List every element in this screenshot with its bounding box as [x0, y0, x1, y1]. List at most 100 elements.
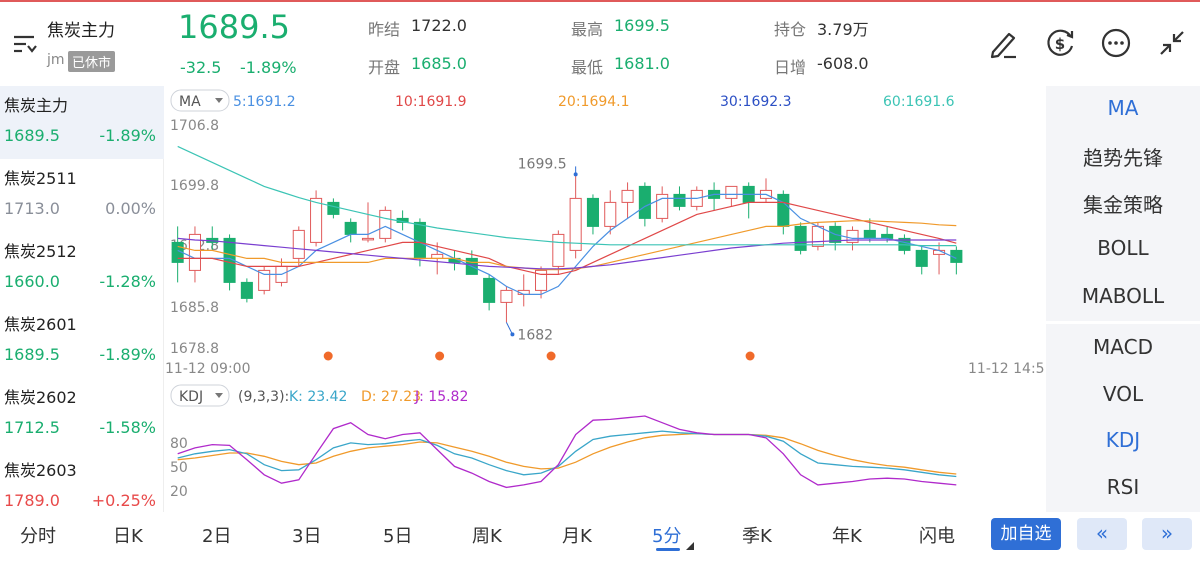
- high-price-label: 1699.5: [518, 156, 567, 172]
- kline-chart-area[interactable]: MA 5:1691.2 10:1691.9 20:1694.1 30:1692.…: [165, 86, 1053, 512]
- sort-menu-icon[interactable]: [12, 32, 38, 56]
- contract-price: 1689.5: [4, 345, 60, 364]
- stat-value-open-interest: 3.79万: [817, 20, 869, 39]
- add-watchlist-button[interactable]: 加自选: [991, 518, 1061, 550]
- contract-pct: -1.89%: [99, 345, 156, 364]
- last-price: 1689.5: [178, 8, 290, 46]
- indicator-kdj[interactable]: KDJ: [1105, 428, 1141, 452]
- high-callout-dot: [573, 172, 578, 177]
- candle-body: [379, 209, 392, 239]
- ma20-label: 20:1694.1: [558, 94, 630, 110]
- tab-dropdown-icon[interactable]: [686, 542, 694, 550]
- ma-line-ma20: [177, 220, 957, 271]
- event-marker-dot: [745, 351, 755, 361]
- tab-intraday[interactable]: 分时: [20, 526, 56, 547]
- list-item[interactable]: 焦炭主力 1689.5 -1.89%: [0, 86, 164, 159]
- y-tick: 1699.8: [170, 178, 219, 194]
- list-item[interactable]: 焦炭2601 1689.5 -1.89%: [0, 305, 164, 378]
- price-change-pct: -1.89%: [240, 58, 297, 77]
- tab-5day[interactable]: 5日: [383, 526, 413, 547]
- ma10-label: 10:1691.9: [395, 94, 467, 110]
- indicator-gold-strategy[interactable]: 集金策略: [1083, 193, 1163, 217]
- candle-body: [811, 225, 824, 247]
- active-tab-indicator: [656, 548, 680, 551]
- tab-quarterly[interactable]: 季K: [742, 526, 772, 547]
- more-icon[interactable]: [1099, 26, 1133, 60]
- indicator-maboll[interactable]: MABOLL: [1081, 284, 1165, 308]
- ma30-label: 30:1692.3: [720, 94, 792, 110]
- contract-name: 焦炭2603: [4, 461, 77, 480]
- stat-label-high: 最高: [571, 20, 604, 39]
- contract-pct: -1.28%: [99, 272, 156, 291]
- ma-lines: [177, 145, 957, 337]
- collapse-icon[interactable]: [1155, 26, 1189, 60]
- kdj-dropdown-icon[interactable]: [215, 393, 223, 398]
- ma-line-ma5: [177, 193, 957, 295]
- tab-monthly[interactable]: 月K: [562, 526, 592, 547]
- indicator-rsi[interactable]: RSI: [1106, 475, 1140, 499]
- tab-flash[interactable]: 闪电: [919, 526, 955, 547]
- y-tick: 1678.8: [170, 341, 219, 357]
- kdj-y-tick: 50: [170, 460, 188, 476]
- candle-body: [552, 233, 565, 267]
- y-tick: 1685.8: [170, 300, 219, 316]
- chart-svg[interactable]: MA 5:1691.2 10:1691.9 20:1694.1 30:1692.…: [165, 86, 1053, 512]
- list-item[interactable]: 焦炭2511 1713.0 0.00%: [0, 159, 164, 232]
- list-item[interactable]: 焦炭2602 1712.5 -1.58%: [0, 378, 164, 451]
- candle-body: [915, 249, 928, 267]
- event-marker-dot: [323, 351, 333, 361]
- kdj-selector-pill[interactable]: [170, 384, 230, 407]
- indicator-macd[interactable]: MACD: [1093, 335, 1153, 359]
- contract-name: 焦炭主力: [4, 96, 69, 115]
- tab-weekly[interactable]: 周K: [472, 526, 502, 547]
- kdj-selector-label[interactable]: KDJ: [179, 389, 203, 405]
- ma-dropdown-icon[interactable]: [215, 98, 223, 103]
- stat-label-prev-settle: 昨结: [368, 20, 401, 39]
- ma5-label: 5:1691.2: [233, 94, 296, 110]
- candle-body: [361, 237, 375, 241]
- ma-selector-pill[interactable]: [170, 89, 230, 112]
- stat-label-open: 开盘: [368, 58, 401, 77]
- tab-daily[interactable]: 日K: [113, 526, 143, 547]
- candle-body: [258, 269, 271, 291]
- low-callout-dot: [510, 332, 515, 337]
- stat-value-prev-settle: 1722.0: [411, 16, 467, 35]
- tab-5min[interactable]: 5分: [652, 526, 682, 547]
- tab-yearly[interactable]: 年K: [832, 526, 862, 547]
- next-button[interactable]: »: [1142, 518, 1192, 550]
- svg-text:$: $: [1055, 35, 1065, 53]
- contract-pct: 0.00%: [105, 199, 156, 218]
- currency-exchange-icon[interactable]: $: [1043, 26, 1077, 60]
- contract-name: 焦炭2602: [4, 388, 77, 407]
- kdj-y-tick: 80: [170, 436, 188, 452]
- candle-body: [604, 201, 617, 227]
- list-item[interactable]: 焦炭2603 1789.0 +0.25%: [0, 451, 164, 512]
- kdj-line-k: [177, 430, 957, 478]
- candle-body: [188, 233, 201, 271]
- candle-body: [292, 229, 305, 259]
- event-markers: [323, 351, 755, 361]
- ma-selector-label[interactable]: MA: [179, 94, 201, 110]
- ma-line-ma10: [177, 201, 957, 275]
- instrument-name[interactable]: 焦炭主力: [47, 21, 115, 41]
- indicator-panel: MA 趋势先锋 集金策略 BOLL MABOLL MACD VOL KDJ RS…: [1046, 86, 1200, 512]
- candle-body: [327, 201, 340, 215]
- kdj-j-label: J: 15.82: [414, 389, 468, 405]
- price-change: -32.5: [180, 58, 222, 77]
- indicator-boll[interactable]: BOLL: [1097, 236, 1149, 260]
- list-item[interactable]: 焦炭2512 1660.0 -1.28%: [0, 232, 164, 305]
- pen-draw-icon[interactable]: [987, 26, 1021, 60]
- tab-2day[interactable]: 2日: [202, 526, 232, 547]
- ma-line-ma60: [177, 145, 957, 247]
- tab-3day[interactable]: 3日: [292, 526, 322, 547]
- kdj-k-label: K: 23.42: [289, 389, 347, 405]
- candle-body: [794, 225, 807, 251]
- indicator-ma[interactable]: MA: [1107, 96, 1139, 120]
- prev-button[interactable]: «: [1077, 518, 1127, 550]
- contract-name: 焦炭2601: [4, 315, 77, 334]
- candle-body: [863, 229, 876, 239]
- candle-body: [586, 197, 599, 227]
- indicator-trend-pioneer[interactable]: 趋势先锋: [1083, 146, 1163, 170]
- indicator-vol[interactable]: VOL: [1102, 382, 1144, 406]
